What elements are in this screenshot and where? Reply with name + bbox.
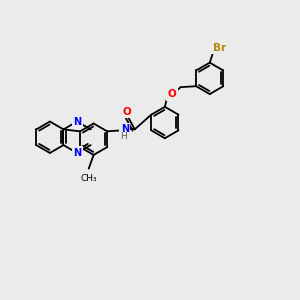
Text: N: N [121, 124, 129, 134]
Text: O: O [167, 89, 176, 99]
Text: N: N [73, 148, 81, 158]
Text: Br: Br [213, 43, 226, 53]
Text: CH₃: CH₃ [80, 174, 97, 183]
Text: O: O [122, 107, 131, 117]
Text: H: H [121, 132, 127, 141]
Text: N: N [73, 116, 81, 127]
